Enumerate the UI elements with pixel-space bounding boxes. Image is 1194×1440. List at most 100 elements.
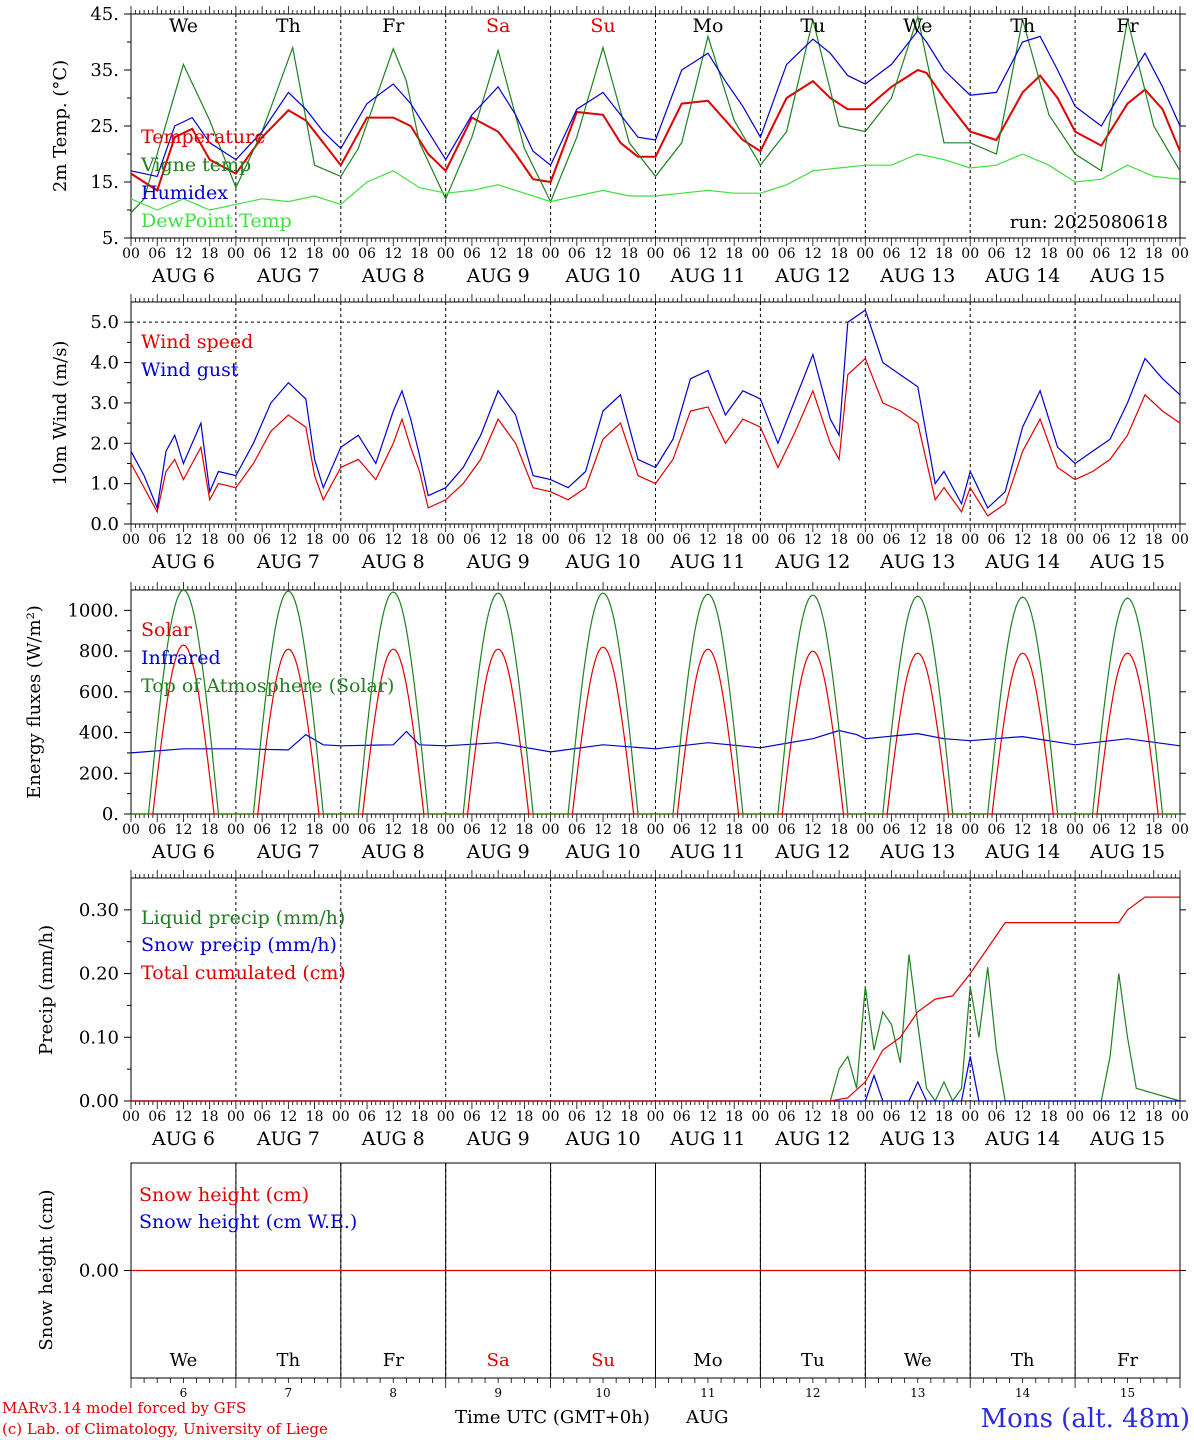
legend-entry: Total cumulated (cm) [141,962,346,984]
weekday-label-bottom: Tu [801,1350,825,1371]
hour-tick-label: 12 [279,532,297,548]
hour-tick-label: 12 [804,532,822,548]
hour-tick-label: 00 [332,1109,350,1125]
hour-tick-label: 18 [1040,1109,1058,1125]
hour-tick-label: 06 [883,532,901,548]
y-tick-label: 2.0 [90,433,119,454]
hour-tick-label: 18 [306,532,324,548]
y-tick-label: 0. [102,804,119,825]
hour-tick-label: 06 [568,246,586,262]
legend-entry: DewPoint Temp [141,210,292,232]
weekday-label-bottom: Fr [383,1350,404,1371]
hour-tick-label: 06 [463,1109,481,1125]
hour-tick-label: 00 [1171,532,1189,548]
hour-tick-label: 00 [961,822,979,838]
date-label: AUG 9 [466,841,530,863]
hour-tick-label: 06 [778,1109,796,1125]
legend-entry: Wind speed [141,331,253,353]
hour-tick-label: 18 [935,532,953,548]
hour-tick-label: 18 [620,532,638,548]
hour-tick-label: 00 [1171,1109,1189,1125]
hour-tick-label: 06 [358,1109,376,1125]
date-label: AUG 8 [361,551,425,573]
hour-tick-label: 12 [594,246,612,262]
date-label: AUG 11 [669,265,745,287]
hour-tick-label: 18 [830,532,848,548]
hour-tick-label: 00 [751,246,769,262]
hour-tick-label: 00 [122,822,140,838]
hour-tick-label: 18 [306,822,324,838]
hour-tick-label: 18 [620,246,638,262]
y-tick-label: 25. [90,116,119,137]
hour-tick-label: 12 [909,1109,927,1125]
series-line-infrared [130,729,1181,754]
date-label: AUG 6 [151,265,215,287]
hour-tick-label: 12 [804,1109,822,1125]
footer-credit-1: MARv3.14 model forced by GFS [2,1399,246,1417]
hour-tick-label: 06 [568,822,586,838]
weekday-label-top: Sa [486,15,510,37]
series-line-total-cumulated-cm- [131,896,1180,1102]
label-layer: 5. 15. 25. 35. 45. 00 06 12 18 AUG 6 00 06 12 18 AUG 7… [67,4,1188,1400]
hour-tick-label: 06 [988,1109,1006,1125]
footer-credit-2: (c) Lab. of Climatology, University of L… [2,1420,328,1438]
hour-tick-label: 06 [673,246,691,262]
date-label: AUG 7 [256,1128,320,1150]
hour-tick-label: 18 [620,822,638,838]
hour-tick-label: 12 [1014,532,1032,548]
legend-entry: Liquid precip (mm/h) [141,907,345,929]
hour-tick-label: 18 [306,246,324,262]
hour-tick-label: 00 [647,822,665,838]
series-line-liquid-precip-mm-h- [131,954,1181,1103]
y-tick-label: 800. [79,641,119,662]
hour-tick-label: 12 [1014,822,1032,838]
hour-tick-label: 06 [778,532,796,548]
weekday-label-top: Th [276,15,301,37]
hour-tick-label: 06 [988,532,1006,548]
date-label: AUG 13 [879,551,955,573]
ylabel-wind: 10m Wind (m/s) [50,341,71,486]
hour-tick-label: 00 [437,822,455,838]
hour-tick-label: 06 [883,1109,901,1125]
hour-tick-label: 06 [148,246,166,262]
ylabel-temperature: 2m Temp. (°C) [50,60,71,192]
hour-tick-label: 06 [463,532,481,548]
y-tick-label: 0.00 [79,1091,119,1112]
y-tick-label: 45. [90,4,119,25]
hour-tick-label: 12 [909,822,927,838]
day-number-label: 11 [700,1386,715,1400]
hour-tick-label: 00 [751,532,769,548]
hour-tick-label: 06 [988,246,1006,262]
hour-tick-label: 00 [437,246,455,262]
date-label: AUG 14 [984,551,1060,573]
hour-tick-label: 12 [594,1109,612,1125]
ylabel-energy: Energy fluxes (W/m²) [24,605,45,799]
date-label: AUG 15 [1089,551,1165,573]
weekday-label-bottom: We [904,1350,932,1371]
weekday-label-top: Tu [800,15,825,37]
y-tick-label: 3.0 [90,393,119,414]
hour-tick-label: 18 [411,1109,429,1125]
hour-tick-label: 06 [253,822,271,838]
series-line-wind-gust [130,309,1181,511]
hour-tick-label: 12 [384,1109,402,1125]
run-label: run: 2025080618 [1010,212,1168,233]
hour-tick-label: 00 [751,1109,769,1125]
day-number-label: 15 [1120,1386,1135,1400]
hour-tick-label: 12 [1119,822,1137,838]
hour-tick-label: 00 [1171,246,1189,262]
series-line-wind-speed [130,357,1181,517]
hour-tick-label: 06 [463,246,481,262]
hour-tick-label: 00 [122,246,140,262]
hour-tick-label: 06 [883,246,901,262]
date-label: AUG 6 [151,551,215,573]
hour-tick-label: 12 [175,246,193,262]
hour-tick-label: 12 [594,532,612,548]
hour-tick-label: 00 [227,822,245,838]
hour-tick-label: 00 [647,246,665,262]
hour-tick-label: 06 [463,822,481,838]
y-tick-label: 200. [79,763,119,784]
hour-tick-label: 00 [1066,1109,1084,1125]
weekday-label-top: Mo [692,15,723,37]
